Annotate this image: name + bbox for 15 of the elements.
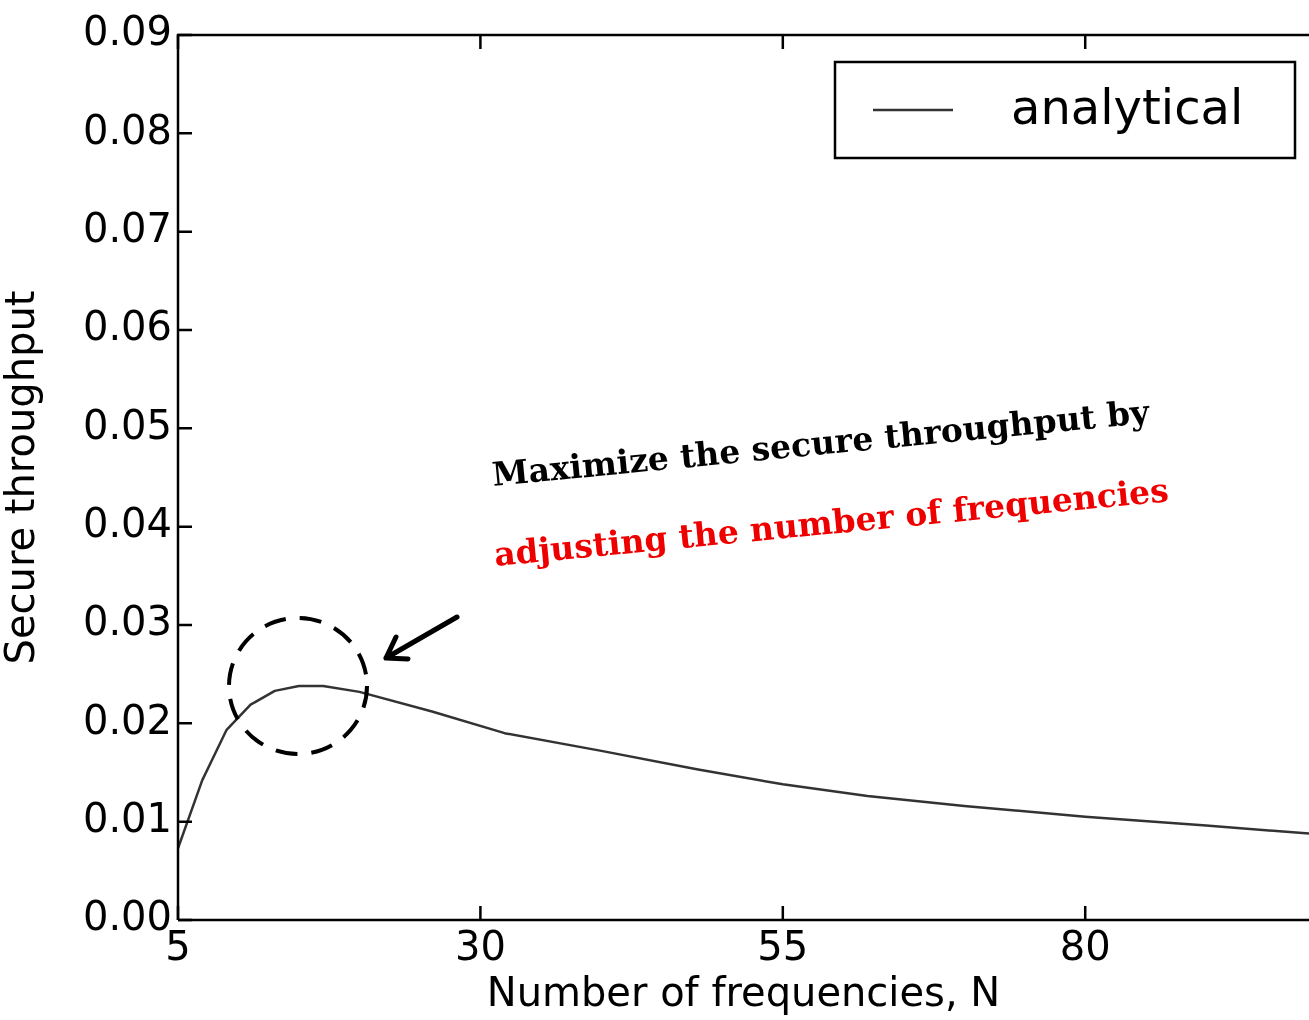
y-tick-label: 0.09: [82, 8, 172, 55]
legend-label: analytical: [1011, 79, 1244, 136]
x-tick-label: 30: [454, 923, 506, 970]
y-tick-label: 0.03: [82, 598, 172, 645]
x-tick-label: 55: [757, 923, 809, 970]
y-tick-label: 0.08: [82, 106, 172, 153]
y-tick-label: 0.02: [82, 696, 172, 743]
y-tick-label: 0.06: [82, 303, 172, 350]
x-tick-label: 80: [1059, 923, 1111, 970]
y-axis-title: Secure throughput: [0, 290, 44, 665]
y-tick-label: 0.04: [82, 500, 172, 547]
y-tick-label: 0.07: [82, 205, 172, 252]
x-axis-title: Number of frequencies, N: [486, 969, 1001, 1016]
y-tick-label: 0.01: [82, 795, 172, 842]
y-tick-label: 0.05: [82, 401, 172, 448]
